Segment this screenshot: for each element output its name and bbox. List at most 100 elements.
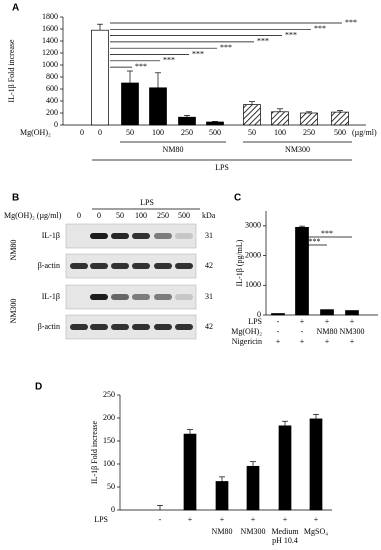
y-tick-label: 100 [103,459,115,468]
lane-label: 0 [97,211,101,220]
y-tick-label: 250 [103,390,115,399]
group-label: NM80 [163,145,184,154]
blot-label: IL-1β [42,292,60,301]
lane-label: 250 [157,211,169,220]
panel-label: A [12,3,19,14]
y-axis-label: IL-1β Fold increase [90,420,99,484]
bar [331,111,349,126]
x-tick-label: pH 10.4 [272,536,298,545]
significance-label: *** [257,37,269,46]
bar [121,82,139,126]
blot-band [132,324,150,330]
y-tick-label: 1800 [42,12,58,21]
blot-group-label: NM300 [9,299,18,324]
bar [320,309,334,316]
lane-label: 100 [135,211,147,220]
row-value: 250 [181,128,193,137]
significance-label: *** [163,56,175,65]
y-tick-label: 50 [107,482,115,491]
significance-label: *** [220,43,232,52]
blot-band [175,294,193,300]
bar [300,112,318,126]
bar [345,310,359,316]
blot-band [132,263,150,269]
row-value: + [276,337,281,346]
blot-label: β-actin [38,261,60,270]
significance-label: *** [192,49,204,58]
y-tick-label: 1200 [42,48,58,57]
y-tick-label: 1000 [42,60,58,69]
blot-strip [65,284,197,310]
x-tick-label: Medium [271,527,299,536]
significance-label: *** [345,18,357,27]
blot-title: LPS [140,198,154,207]
panel-label: C [234,193,241,204]
row-value: - [277,317,280,326]
y-tick-label: 150 [103,436,115,445]
row-label: Mg(OH)₂ [20,128,51,137]
panel-label: B [12,193,19,204]
blot-band [154,233,172,239]
bar [309,418,323,511]
row-label: Nigericin [232,337,262,346]
y-tick-label: 2000 [245,250,261,259]
row-value: + [325,317,330,326]
y-tick-label: 600 [46,84,58,93]
blot-row-label: Mg(OH)₂ (µg/ml) [4,211,62,220]
row-value: 0 [80,128,84,137]
panel-label: D [35,382,42,393]
blot-kda: 42 [205,261,213,270]
row-value: + [350,337,355,346]
blot-band [70,263,88,269]
bar [246,465,260,511]
bar [295,226,309,316]
x-tick-label: NM300 [241,527,266,536]
blot-group-label: NM80 [9,240,18,261]
blot-band [175,263,193,269]
row-value: - [277,327,280,336]
bar [183,433,197,511]
blot-band [175,233,193,239]
bar [278,425,292,511]
row-value: + [283,515,288,524]
row-value: + [300,337,305,346]
row-value: + [300,317,305,326]
row-label: Mg(OH)₂ [231,327,262,336]
row-value: + [188,515,193,524]
blot-band [111,233,129,239]
blot-band [111,294,129,300]
row-value: NM80 [317,327,338,336]
blot-band [154,324,172,330]
x-tick-label: NM80 [212,527,233,536]
row-value: 500 [209,128,221,137]
bar [215,481,229,511]
y-tick-label: 0 [257,310,261,319]
row-value: + [325,337,330,346]
y-axis-label: IL-1β Fold increase [7,39,16,103]
blot-band [132,294,150,300]
row-label: LPS [248,317,262,326]
unit-label: kDa [202,211,216,220]
bar [178,116,196,126]
blot-band [90,263,108,269]
significance-label: *** [321,229,333,238]
blot-band [90,233,108,239]
y-tick-label: 200 [103,413,115,422]
blot-label: IL-1β [42,231,60,240]
y-tick-label: 3000 [245,221,261,230]
y-tick-label: 1600 [42,24,58,33]
unit-label: (µg/ml) [352,128,377,137]
row-value: + [314,515,319,524]
row-value: + [251,515,256,524]
blot-kda: 31 [205,231,213,240]
lane-label: 0 [77,211,81,220]
row-value: 250 [303,128,315,137]
blot-band [111,263,129,269]
blot-band [154,294,172,300]
bar [271,111,289,126]
blot-band [175,324,193,330]
blot-band [70,324,88,330]
blot-band [154,263,172,269]
blot-band [111,324,129,330]
